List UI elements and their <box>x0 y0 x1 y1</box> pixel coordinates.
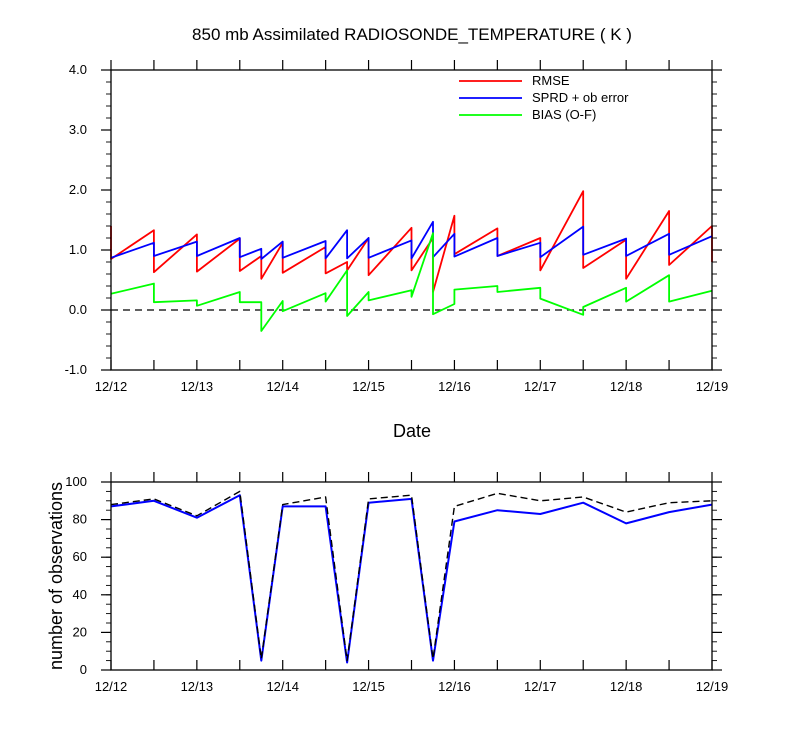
x-tick-label: 12/14 <box>266 679 299 694</box>
x-tick-label: 12/16 <box>438 379 471 394</box>
x-tick-label: 12/13 <box>181 379 214 394</box>
y-tick-label: 1.0 <box>69 242 87 257</box>
y-tick-label: 0.0 <box>69 302 87 317</box>
legend-label-sprd-ob-error: SPRD + ob error <box>532 90 629 105</box>
x-tick-label: 12/15 <box>352 379 385 394</box>
x-tick-label: 12/13 <box>181 679 214 694</box>
x-tick-label: 12/19 <box>696 379 729 394</box>
top-axis-ticks <box>101 60 722 371</box>
rmse-chart: 850 mb Assimilated RADIOSONDE_TEMPERATUR… <box>65 25 729 441</box>
y-tick-label: 40 <box>73 587 87 602</box>
y-tick-label: 100 <box>65 474 87 489</box>
x-tick-label: 12/18 <box>610 379 643 394</box>
bottom-axis-ticks <box>101 472 722 671</box>
observations-chart: 12/12 12/13 12/14 12/15 12/16 12/17 12/18 12/19… <box>46 472 728 694</box>
x-axis-title: Date <box>393 421 431 441</box>
x-tick-label: 12/12 <box>95 379 128 394</box>
x-tick-label: 12/14 <box>266 379 299 394</box>
series-line-sprd-ob-error <box>110 220 713 260</box>
y-tick-label: -1.0 <box>65 362 87 377</box>
series-line-obs-used <box>110 494 713 664</box>
x-tick-label: 12/12 <box>95 679 128 694</box>
x-tick-label: 12/18 <box>610 679 643 694</box>
y-tick-label: 4.0 <box>69 62 87 77</box>
y-tick-label: 0 <box>80 662 87 677</box>
y-tick-label: 80 <box>73 512 87 527</box>
x-tick-label: 12/15 <box>352 679 385 694</box>
y-tick-label: 2.0 <box>69 182 87 197</box>
y-tick-label: 3.0 <box>69 122 87 137</box>
x-tick-label: 12/17 <box>524 379 557 394</box>
bottom-tick-labels: 12/12 12/13 12/14 12/15 12/16 12/17 12/18 12/19… <box>65 474 728 694</box>
chart-title: 850 mb Assimilated RADIOSONDE_TEMPERATUR… <box>192 25 632 44</box>
y-axis-title: number of observations <box>46 482 66 670</box>
x-tick-label: 12/16 <box>438 679 471 694</box>
x-tick-label: 12/19 <box>696 679 729 694</box>
series-line-obs-possible <box>110 490 713 662</box>
legend-label-bias-o-f: BIAS (O-F) <box>532 107 596 122</box>
bottom-plot-frame <box>110 481 713 671</box>
x-tick-label: 12/17 <box>524 679 557 694</box>
series-line-rmse <box>110 190 713 293</box>
top-tick-labels: 12/12 12/13 12/14 12/15 12/16 12/17 12/18 12/19… <box>65 62 729 394</box>
series-line-bias-o-f <box>110 232 713 332</box>
bottom-series-group <box>110 490 713 664</box>
y-tick-label: 60 <box>73 549 87 564</box>
top-series-group <box>110 190 713 332</box>
top-plot-frame <box>110 69 713 371</box>
y-tick-label: 20 <box>73 624 87 639</box>
legend-label-rmse: RMSE <box>532 73 570 88</box>
legend: RMSE SPRD + ob error BIAS (O-F) <box>459 73 629 122</box>
